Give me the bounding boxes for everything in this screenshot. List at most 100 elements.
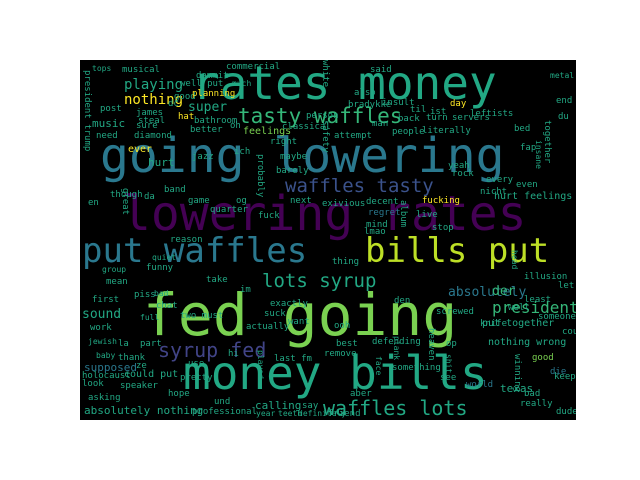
word-put-waffles: put waffles <box>82 231 308 271</box>
word-professional: professional <box>192 407 258 417</box>
word-pretty: pretty <box>180 373 213 383</box>
word-least: least <box>524 295 552 305</box>
word-ooh: ooh <box>334 321 351 331</box>
word-day: day <box>450 99 467 109</box>
word-cloud-panel: fed going money bills going lowering low… <box>80 60 576 420</box>
word-supposed: supposed <box>84 361 137 374</box>
word-next: next <box>290 196 312 206</box>
word-barely: barely <box>276 166 309 176</box>
word-bed: bed <box>514 124 531 134</box>
word-waffles-lots: waffles lots <box>323 396 468 420</box>
word-live: live <box>416 210 438 220</box>
word-much: much <box>232 79 252 88</box>
word-group: group <box>102 265 127 274</box>
word-ist: ist <box>430 107 447 117</box>
word-hi: hi <box>228 349 239 359</box>
word-speaker: speaker <box>120 381 158 391</box>
word-jewish: jewish <box>88 337 117 346</box>
word-knife: knife <box>480 319 508 329</box>
word-could: could <box>562 327 576 337</box>
word-hurt: hurt <box>148 156 175 169</box>
word-calling: calling <box>255 399 302 412</box>
word-plank: plank <box>392 336 401 361</box>
word-teeth: teeth <box>278 409 303 418</box>
word-tops: tops <box>92 64 112 73</box>
word-white: white <box>320 60 330 88</box>
word-end: end <box>556 96 573 106</box>
word-bad: bad <box>524 389 541 399</box>
word-band: band <box>164 185 186 195</box>
word-yeah: yeah <box>448 161 470 171</box>
word-hope: hope <box>168 389 190 399</box>
word-oh: oh <box>230 121 241 131</box>
word-fuck: fuck <box>258 211 280 221</box>
word-bills-put: bills put <box>365 231 550 271</box>
word-rock: rock <box>452 169 474 179</box>
word-fed-going: fed going <box>143 281 458 349</box>
word-nothing-wrong: nothing wrong <box>488 337 567 348</box>
word-something: something <box>392 363 441 373</box>
word-person: person <box>306 111 339 121</box>
word-planning: planning <box>192 89 236 99</box>
word-heaven: heaven <box>426 328 436 361</box>
word-first: first <box>92 295 120 305</box>
word-die: die <box>550 367 567 377</box>
word-post: post <box>100 104 122 114</box>
word-want: want <box>288 317 310 327</box>
word-metal: metal <box>550 71 575 80</box>
word-great: great <box>120 188 130 216</box>
word-together: together <box>542 120 552 164</box>
word-baby: baby <box>96 351 116 360</box>
word-well-put: well put <box>180 79 224 89</box>
word-safety: safety <box>320 120 330 153</box>
word-world: world <box>466 380 494 390</box>
word-og: og <box>236 196 247 206</box>
word-people: people <box>392 127 425 137</box>
word-super: super <box>188 100 228 115</box>
word-du: du <box>558 112 569 122</box>
word-dammit: dammit <box>196 71 229 81</box>
word-bradykke: bradykke <box>348 100 392 110</box>
word-den: den <box>394 296 411 306</box>
word-need: need <box>96 131 118 141</box>
word-best: best <box>336 339 358 349</box>
word-insult: insult <box>382 98 415 108</box>
word-da: da <box>144 192 155 202</box>
word-last-fm: last fm <box>274 354 312 364</box>
word-illusion: illusion <box>524 272 568 282</box>
word-lots-syrup: lots syrup <box>262 270 377 292</box>
word-someone: someone <box>538 312 576 322</box>
word-though: though <box>110 190 143 200</box>
word-definitely: definitely <box>298 409 347 418</box>
word-remove: remove <box>324 349 357 359</box>
word-keep: keep <box>554 372 576 382</box>
word-decent: decent <box>366 197 399 207</box>
word-well: well <box>508 303 530 313</box>
word-servers: servers <box>452 113 490 123</box>
word-screwed: screwed <box>436 307 474 317</box>
word-look: look <box>82 379 104 389</box>
word-also: also <box>354 88 376 98</box>
word-absolutely: absolutely <box>448 285 527 300</box>
word-album: album <box>398 200 408 228</box>
word-aber: aber <box>350 389 372 399</box>
word-hat: hat <box>178 112 195 122</box>
word-chat: chat <box>156 301 178 311</box>
word-waffles-tasty: waffles tasty <box>285 175 434 197</box>
word-til: til <box>410 105 427 115</box>
word-even: even <box>516 180 538 190</box>
word-insane: insane <box>534 140 543 169</box>
word-ever: ever <box>128 144 153 155</box>
word-good: good <box>532 353 554 363</box>
word-sound: sound <box>82 307 122 322</box>
word-every: every <box>486 175 514 185</box>
word-suck: suck <box>264 309 286 319</box>
word-music: music <box>92 117 126 130</box>
word-holocaust: holocaust <box>82 371 131 381</box>
word-james: james <box>136 108 164 118</box>
word-use: use <box>188 359 205 369</box>
word-im: im <box>240 285 251 295</box>
word-full: full <box>140 313 160 322</box>
word-leftists: leftists <box>470 109 514 119</box>
word-mean: mean <box>106 277 128 287</box>
